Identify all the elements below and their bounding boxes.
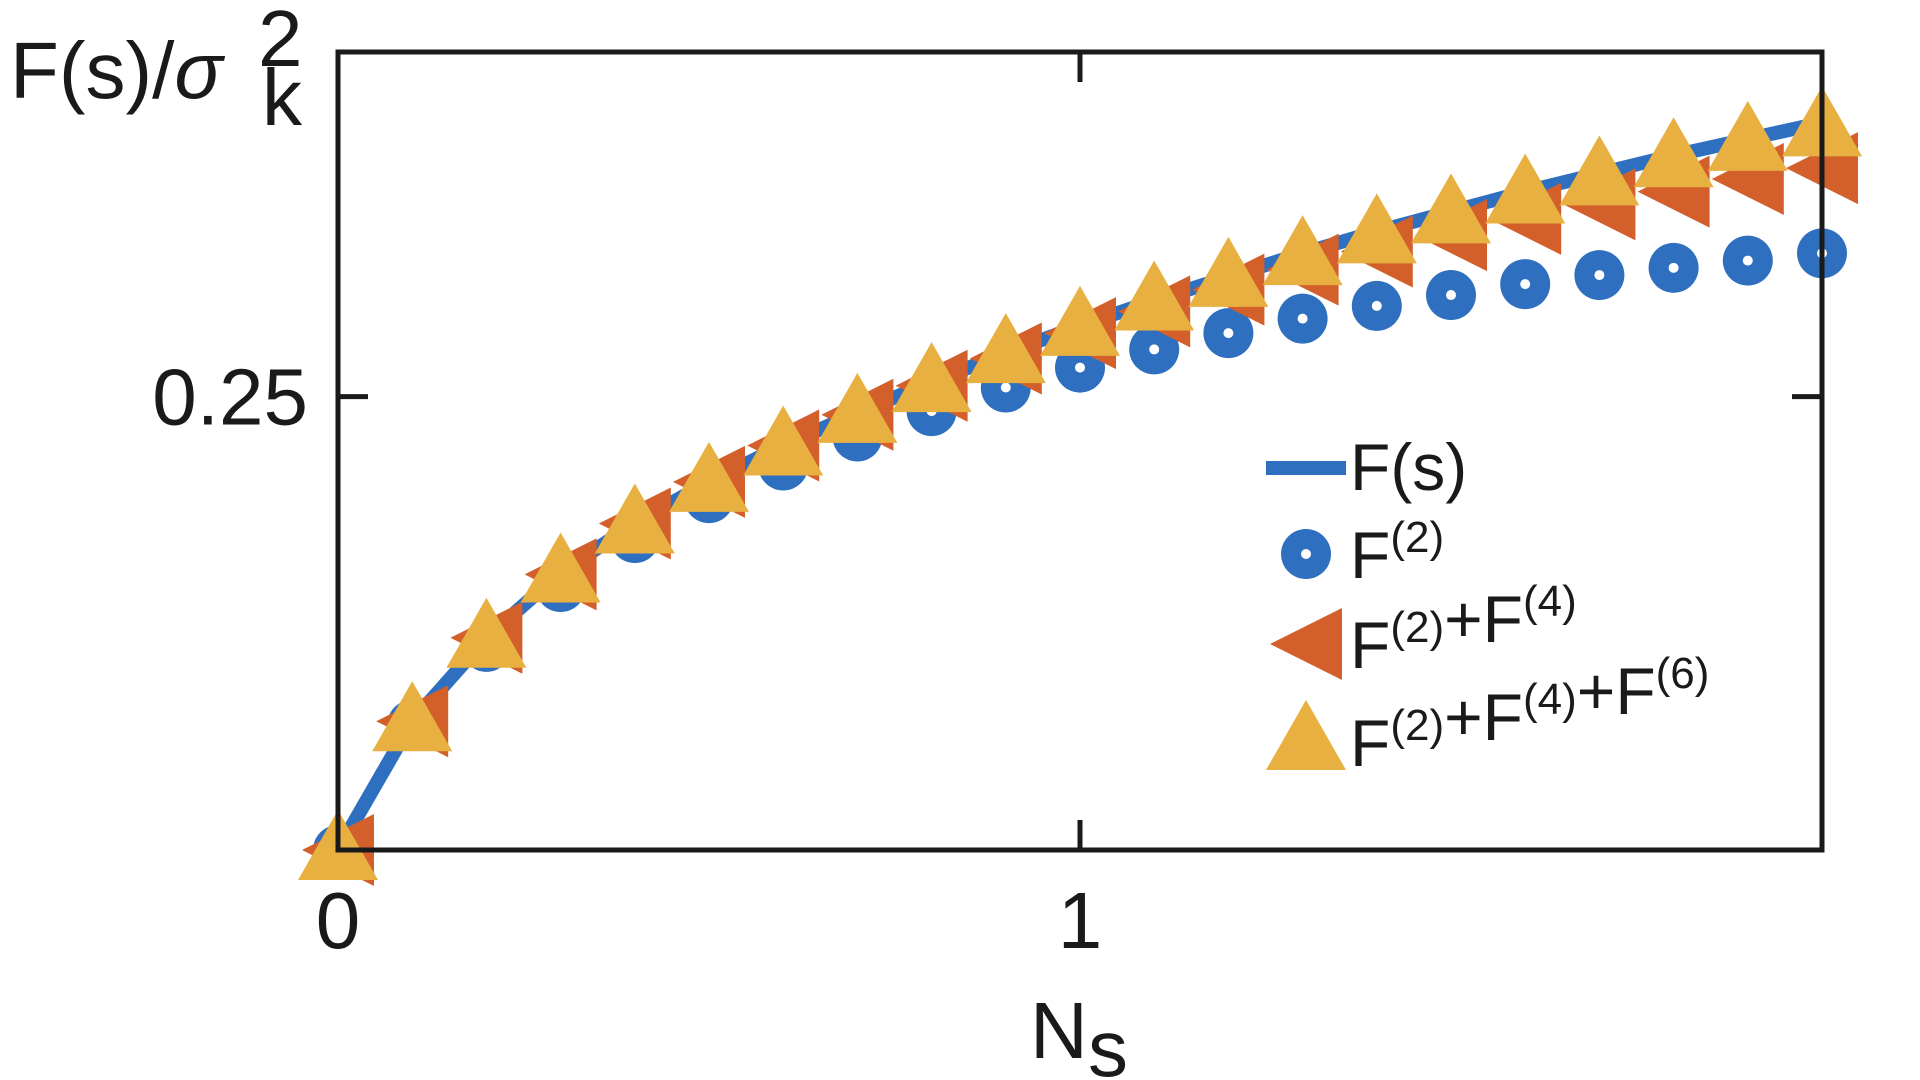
y-axis-label-superscript: 2 [258,0,303,83]
data-point-triangle-up [1633,117,1714,188]
x-axis-label: N [1030,986,1088,1075]
data-point-circle-center [1297,313,1308,324]
data-point-triangle-left [1270,608,1342,680]
data-point-circle-center [1520,279,1531,290]
series [331,115,1824,854]
axis-ticks: 0 10.25 [152,52,1822,965]
x-tick-label: 0 [316,876,361,965]
y-axis-label-main: F(s)/ [10,26,175,115]
data-point-triangle-up [1707,100,1788,171]
data-point-triangle-up [669,441,749,512]
legend-entry: F(2) [1281,513,1444,592]
legend-entry: F(2)+F(4) [1270,577,1577,682]
data-point-triangle-up [446,597,527,668]
data-point-circle-center [1223,328,1234,339]
x-tick-label: 1 [1058,876,1103,965]
data-point-triangle-up [1485,153,1566,224]
legend-label: F(2)+F(4) [1350,577,1577,682]
data-point-circle-center [1149,344,1160,355]
data-point-circle-center [1075,362,1085,373]
data-point-circle-center [1000,382,1011,393]
plot-layer [298,86,1862,886]
legend-label: F(2) [1350,513,1444,592]
data-point-triangle-up [1559,135,1640,206]
data-point-triangle-up [743,405,824,476]
data-point-triangle-up [1188,236,1269,307]
x-axis-label-main: N [1030,986,1088,1075]
data-point-triangle-up [891,342,972,413]
series [298,86,1862,880]
data-point-circle-center [1371,300,1382,311]
data-point-triangle-up [1040,285,1120,356]
legend: F(s) F(2)F(2)+F(4)F(2)+F(4)+F(6) [1266,430,1709,780]
data-point-triangle-up [594,483,675,554]
data-point-triangle-up [1262,215,1343,286]
data-point-circle-center [1668,262,1679,273]
data-point-circle-center [1594,270,1605,281]
legend-label: F(2)+F(4)+F(6) [1350,649,1709,780]
data-point-circle-center [1742,255,1753,266]
series [302,132,1858,886]
x-axis-label-subscript: s [1088,1004,1128,1080]
y-axis-label-subscript: k [262,53,303,142]
data-point-triangle-up [1411,173,1491,244]
data-point-circle-center [1446,290,1456,301]
data-point-triangle-up [520,532,601,603]
y-tick-label: 0.25 [152,353,308,442]
data-point-triangle-up [1114,260,1195,331]
y-axis-label-symbol: σ [174,26,225,115]
data-point-triangle-up [965,313,1046,384]
data-point-triangle-up [1266,700,1346,770]
legend-label: F(s) [1350,430,1467,504]
data-point-triangle-up [372,681,453,752]
data-point-triangle-up [817,372,898,443]
series-line [331,115,1824,854]
data-point-circle-center [1301,549,1311,559]
y-axis-label: F(s)/σ [10,26,225,115]
data-point-triangle-up [1336,193,1417,264]
legend-entry: F(2)+F(4)+F(6) [1266,649,1709,780]
legend-entry: F(s) [1266,430,1467,504]
